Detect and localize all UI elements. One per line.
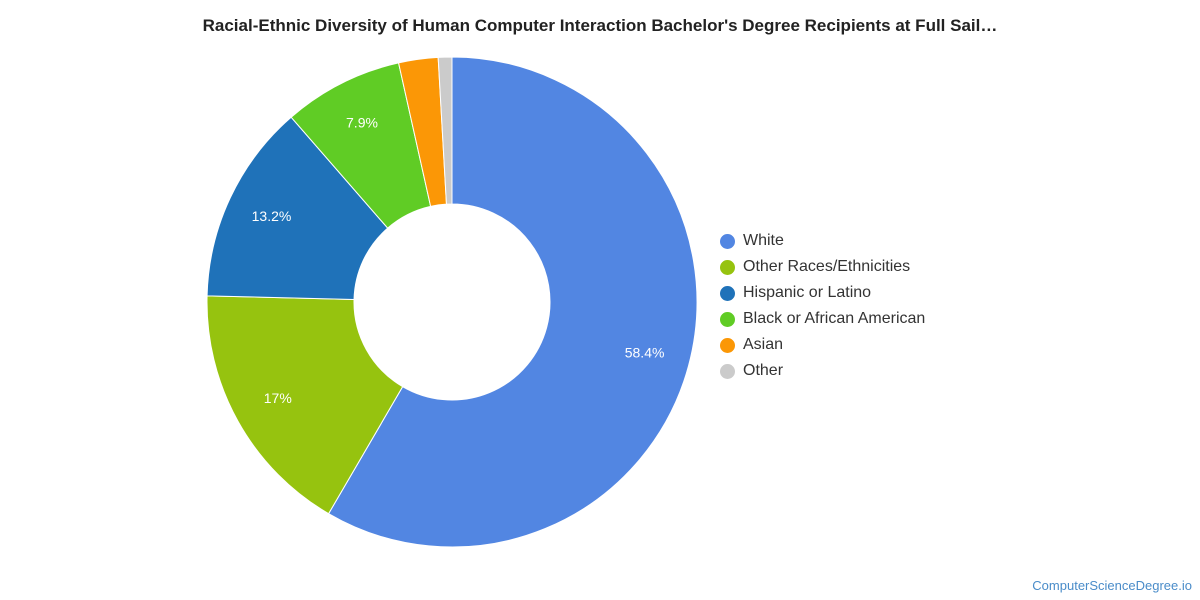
slice-label: 58.4% [625,345,665,361]
legend-item[interactable]: Black or African American [720,306,925,332]
chart-title: Racial-Ethnic Diversity of Human Compute… [202,16,998,35]
legend-label: Asian [743,336,784,353]
legend-label: Black or African American [743,310,926,327]
slice-label: 13.2% [252,208,292,224]
slice-other[interactable] [437,56,453,205]
slice-label: 17% [264,390,292,406]
legend-item[interactable]: White [720,228,925,254]
legend-label: White [743,232,784,249]
legend-item[interactable]: Other Races/Ethnicities [720,254,925,280]
legend-swatch [720,285,735,301]
legend-swatch [720,311,735,327]
slice-label: 7.9% [346,115,378,131]
legend-item[interactable]: Other [720,358,925,384]
slice-hispanic-or-latino[interactable] [206,116,389,301]
legend-swatch [720,337,735,353]
legend-swatch [720,233,735,249]
legend-label: Other Races/Ethnicities [743,258,911,275]
legend-label: Other [743,362,784,379]
slice-white[interactable] [327,56,698,548]
slice-other-races-ethnicities[interactable] [206,295,404,515]
chart-legend: White Other Races/Ethnicities Hispanic or … [720,228,925,384]
legend-swatch [720,363,735,379]
legend-item[interactable]: Asian [720,332,925,358]
site-credit[interactable]: ComputerScienceDegree.io [1032,578,1192,593]
legend-label: Hispanic or Latino [743,284,872,301]
legend-item[interactable]: Hispanic or Latino [720,280,925,306]
legend-swatch [720,259,735,275]
